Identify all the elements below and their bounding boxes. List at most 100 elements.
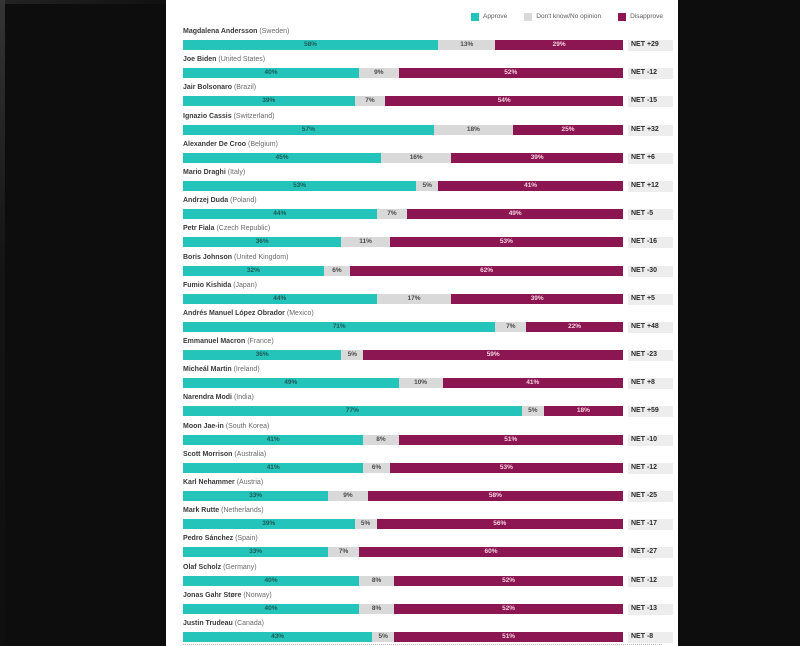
dont-know-bar-segment: 9% xyxy=(359,68,399,79)
leader-row: Justin Trudeau (Canada) 43% 5% 51% NET -… xyxy=(183,616,673,644)
approve-bar-segment: 43% xyxy=(183,631,373,642)
legend-label-dont-know: Don't know/No opinion xyxy=(536,13,602,20)
leader-name: Mark Rutte (Netherlands) xyxy=(183,503,672,516)
net-badge: NET +48 xyxy=(628,321,673,333)
screen-edge-glow-top xyxy=(0,0,166,4)
leader-country-text: (Sweden) xyxy=(259,28,290,35)
leader-name-text: Olaf Scholz xyxy=(183,563,222,571)
leader-row: Boris Johnson (United Kingdom) 32% 6% 62… xyxy=(183,250,673,278)
leader-country-text: (Mexico) xyxy=(286,309,314,317)
dont-know-percent-label: 13% xyxy=(460,41,474,48)
leader-row: Jonas Gahr Støre (Norway) 40% 8% 52% NET… xyxy=(183,588,673,616)
disapprove-bar-segment: 18% xyxy=(543,406,623,417)
leader-row: Fumio Kishida (Japan) 44% 17% 39% NET +5 xyxy=(183,278,673,306)
bar-line: 43% 5% 51% NET -8 xyxy=(183,631,673,643)
stacked-bar: 43% 5% 51% xyxy=(183,631,623,642)
disapprove-percent-label: 53% xyxy=(499,463,513,471)
net-badge: NET -30 xyxy=(628,265,673,277)
dont-know-percent-label: 7% xyxy=(338,548,349,556)
approval-chart-panel: Approve Don't know/No opinion Disapprove… xyxy=(166,0,678,646)
disapprove-bar-segment: 52% xyxy=(398,68,623,79)
disapprove-bar-segment: 58% xyxy=(367,491,623,501)
screen-edge-glow xyxy=(0,0,5,646)
bar-line: 57% 18% 25% NET +32 xyxy=(183,124,673,136)
leader-name: Magdalena Andersson (Sweden) xyxy=(183,24,672,37)
dont-know-bar-segment: 8% xyxy=(363,434,399,445)
leader-row: Petr Fiala (Czech Republic) 36% 11% 53% … xyxy=(183,221,673,249)
leader-row: Andrzej Duda (Poland) 44% 7% 49% NET -5 xyxy=(183,193,673,221)
dont-know-bar-segment: 5% xyxy=(521,406,544,417)
leader-name: Andrés Manuel López Obrador (Mexico) xyxy=(183,306,672,319)
approve-percent-label: 32% xyxy=(246,266,260,274)
dont-know-bar-segment: 5% xyxy=(354,519,377,530)
approve-percent-label: 40% xyxy=(264,576,278,584)
disapprove-percent-label: 18% xyxy=(576,407,590,415)
dont-know-percent-label: 16% xyxy=(409,153,423,161)
approve-percent-label: 40% xyxy=(264,604,278,612)
leader-name: Micheál Martin (Ireland) xyxy=(183,362,672,375)
approve-bar-segment: 71% xyxy=(183,321,496,332)
dont-know-percent-label: 6% xyxy=(371,463,382,471)
net-badge: NET -17 xyxy=(628,519,673,531)
approve-bar-segment: 36% xyxy=(183,237,342,248)
dont-know-percent-label: 11% xyxy=(359,238,372,246)
stacked-bar: 32% 6% 62% xyxy=(183,265,623,276)
leader-country-text: (Switzerland) xyxy=(233,112,275,120)
leader-name-text: Andrzej Duda xyxy=(183,197,229,205)
disapprove-percent-label: 59% xyxy=(486,351,500,359)
leader-name: Emmanuel Macron (France) xyxy=(183,334,672,347)
disapprove-bar-segment: 25% xyxy=(512,124,623,135)
disapprove-bar-segment: 39% xyxy=(451,152,623,163)
approve-bar-segment: 53% xyxy=(183,180,417,191)
approve-percent-label: 33% xyxy=(249,492,263,499)
leader-country-text: (Spain) xyxy=(235,535,258,543)
dont-know-bar-segment: 5% xyxy=(416,180,439,191)
stacked-bar: 40% 8% 52% xyxy=(183,575,623,586)
approve-percent-label: 44% xyxy=(273,210,287,218)
leader-row: Mark Rutte (Netherlands) 39% 5% 56% NET … xyxy=(183,503,673,531)
dont-know-percent-label: 8% xyxy=(376,435,386,443)
leader-name: Fumio Kishida (Japan) xyxy=(183,278,672,291)
net-badge: NET -13 xyxy=(628,603,673,615)
approve-bar-segment: 44% xyxy=(183,209,377,220)
leader-rows: Magdalena Andersson (Sweden) 58% 13% 29%… xyxy=(183,24,673,644)
dont-know-bar-segment: 8% xyxy=(359,603,395,614)
approve-bar-segment: 40% xyxy=(183,68,359,79)
dont-know-bar-segment: 18% xyxy=(433,124,513,135)
net-badge: NET -10 xyxy=(628,434,673,446)
disapprove-percent-label: 52% xyxy=(504,69,518,77)
approve-bar-segment: 32% xyxy=(183,265,324,276)
disapprove-percent-label: 25% xyxy=(561,125,575,133)
dont-know-percent-label: 7% xyxy=(387,210,397,218)
stacked-bar: 36% 11% 53% xyxy=(183,237,623,248)
stacked-bar: 36% 5% 59% xyxy=(183,350,623,361)
bar-line: 40% 9% 52% NET -12 xyxy=(183,68,673,80)
disapprove-bar-segment: 52% xyxy=(394,575,623,586)
disapprove-bar-segment: 41% xyxy=(438,180,623,191)
bar-line: 53% 5% 41% NET +12 xyxy=(183,180,673,192)
leader-country-text: (Australia) xyxy=(234,450,267,458)
disapprove-percent-label: 41% xyxy=(524,181,538,189)
legend-label-disapprove: Disapprove xyxy=(630,13,663,20)
leader-name-text: Micheál Martin xyxy=(183,366,232,374)
dont-know-bar-segment: 5% xyxy=(341,350,364,361)
net-badge: NET -16 xyxy=(628,237,673,249)
stacked-bar: 40% 8% 52% xyxy=(183,603,623,614)
leader-row: Emmanuel Macron (France) 36% 5% 59% NET … xyxy=(183,334,673,362)
leader-row: Mario Draghi (Italy) 53% 5% 41% NET +12 xyxy=(183,165,673,193)
disapprove-percent-label: 51% xyxy=(502,632,516,640)
bar-line: 33% 7% 60% NET -27 xyxy=(183,547,673,559)
leader-name-text: Fumio Kishida xyxy=(183,281,232,289)
leader-row: Scott Morrison (Australia) 41% 6% 53% NE… xyxy=(183,447,673,475)
approve-percent-label: 49% xyxy=(284,379,298,387)
leader-name: Pedro Sánchez (Spain) xyxy=(183,531,672,544)
dont-know-bar-segment: 6% xyxy=(323,265,351,276)
dont-know-bar-segment: 16% xyxy=(381,152,452,163)
leader-country-text: (United Kingdom) xyxy=(233,253,289,261)
net-badge: NET -25 xyxy=(628,491,673,502)
leader-name: Alexander De Croo (Belgium) xyxy=(183,137,672,150)
disapprove-percent-label: 52% xyxy=(502,604,516,612)
leader-row: Andrés Manuel López Obrador (Mexico) 71%… xyxy=(183,306,673,334)
net-badge: NET -12 xyxy=(628,575,673,587)
approve-bar-segment: 36% xyxy=(183,350,342,361)
